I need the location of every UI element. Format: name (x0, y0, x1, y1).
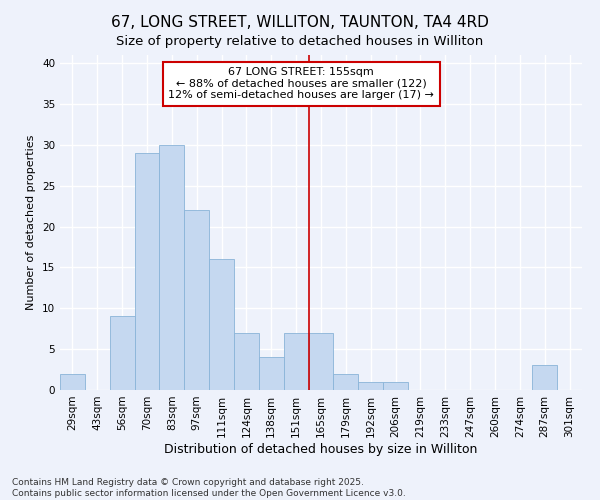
Bar (358, 382, 383, 390)
Text: Size of property relative to detached houses in Williton: Size of property relative to detached ho… (116, 35, 484, 48)
Bar (334, 374, 358, 390)
Y-axis label: Number of detached properties: Number of detached properties (26, 135, 37, 310)
Bar (184, 210, 209, 390)
X-axis label: Distribution of detached houses by size in Williton: Distribution of detached houses by size … (164, 442, 478, 456)
Bar (308, 333, 334, 390)
Text: Contains HM Land Registry data © Crown copyright and database right 2025.
Contai: Contains HM Land Registry data © Crown c… (12, 478, 406, 498)
Bar (110, 316, 134, 390)
Bar (383, 382, 408, 390)
Bar (209, 260, 234, 390)
Bar (234, 333, 259, 390)
Bar (134, 153, 160, 390)
Bar (259, 358, 284, 390)
Bar (532, 366, 557, 390)
Text: 67 LONG STREET: 155sqm
← 88% of detached houses are smaller (122)
12% of semi-de: 67 LONG STREET: 155sqm ← 88% of detached… (168, 68, 434, 100)
Bar (60, 374, 85, 390)
Bar (160, 145, 184, 390)
Bar (284, 333, 308, 390)
Text: 67, LONG STREET, WILLITON, TAUNTON, TA4 4RD: 67, LONG STREET, WILLITON, TAUNTON, TA4 … (111, 15, 489, 30)
